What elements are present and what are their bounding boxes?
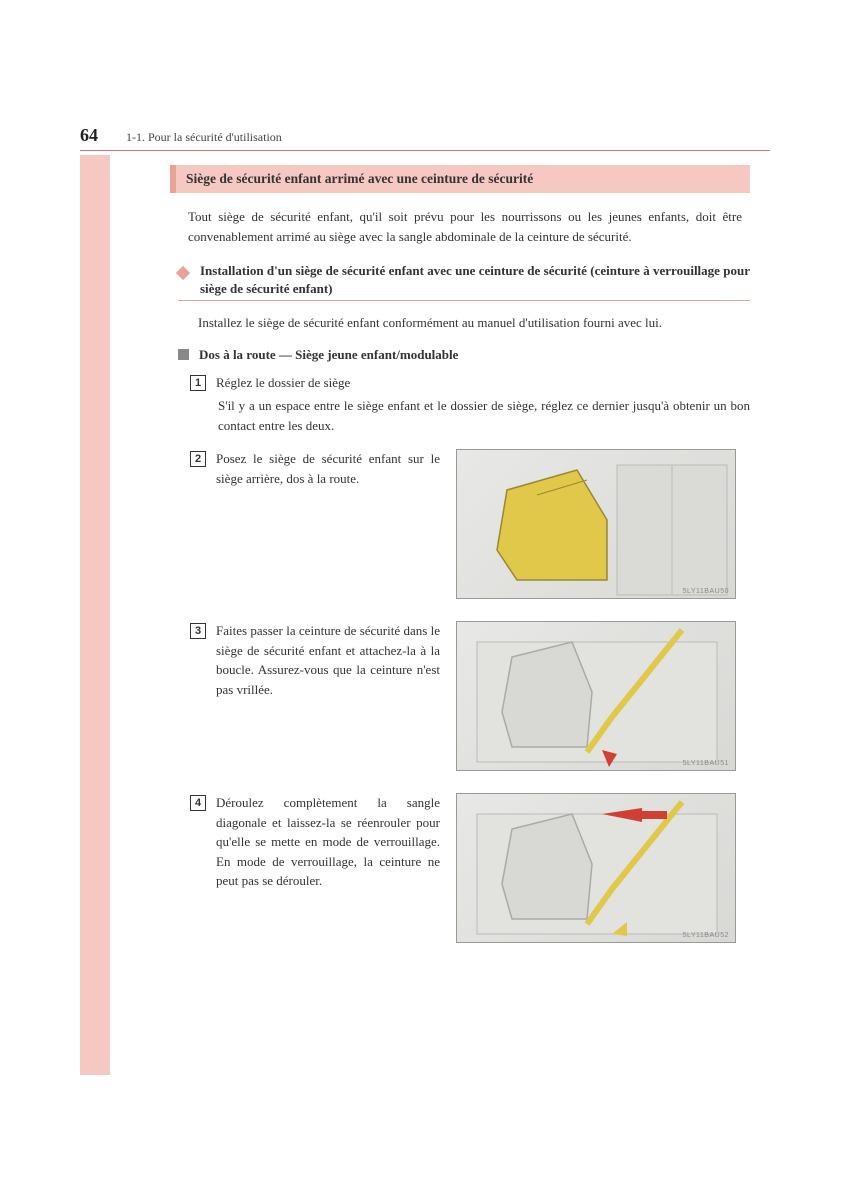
seat-diagram-icon (457, 450, 736, 599)
step-text: Déroulez complètement la sangle diagonal… (216, 793, 440, 891)
step-4: 4 Déroulez complètement la sangle diagon… (190, 793, 750, 943)
subsection-title: Installation d'un siège de sécurité enfa… (200, 262, 750, 298)
step-3: 3 Faites passer la ceinture de sécurité … (190, 621, 750, 771)
step-text: Réglez le dossier de siège (216, 373, 750, 393)
lock-diagram-icon (457, 794, 736, 943)
breadcrumb: 1-1. Pour la sécurité d'utilisation (126, 130, 282, 145)
step-number: 3 (190, 623, 206, 639)
illustration-seat-placement: 5LY11BAU50 (456, 449, 736, 599)
page-header: 64 1-1. Pour la sécurité d'utilisation (80, 125, 770, 151)
subsection-body: Installez le siège de sécurité enfant co… (198, 313, 742, 333)
step-number: 2 (190, 451, 206, 467)
square-bullet-icon (178, 349, 189, 360)
step-1-note: S'il y a un espace entre le siège enfant… (218, 396, 750, 435)
page-frame: 64 1-1. Pour la sécurité d'utilisation (80, 125, 770, 165)
sub2-title: Dos à la route — Siège jeune enfant/modu… (199, 347, 458, 363)
subsection-underline (178, 300, 750, 301)
step-text: Posez le siège de sécurité enfant sur le… (216, 449, 440, 488)
intro-paragraph: Tout siège de sécurité enfant, qu'il soi… (188, 207, 742, 246)
image-code: 5LY11BAU51 (683, 760, 729, 767)
illustration-belt-lock: 5LY11BAU52 (456, 793, 736, 943)
image-code: 5LY11BAU52 (683, 932, 729, 939)
step-1: 1 Réglez le dossier de siège (190, 373, 750, 393)
image-code: 5LY11BAU50 (683, 588, 729, 595)
page-number: 64 (80, 125, 98, 146)
illustration-belt-attach: 5LY11BAU51 (456, 621, 736, 771)
subsection-heading: Installation d'un siège de sécurité enfa… (178, 262, 750, 298)
step-text: Faites passer la ceinture de sécurité da… (216, 621, 440, 699)
content-area: Siège de sécurité enfant arrimé avec une… (170, 165, 750, 943)
section-title: Siège de sécurité enfant arrimé avec une… (170, 165, 750, 193)
step-number: 4 (190, 795, 206, 811)
sub2-heading: Dos à la route — Siège jeune enfant/modu… (178, 347, 750, 363)
belt-diagram-icon (457, 622, 736, 771)
diamond-bullet-icon (176, 266, 190, 280)
step-2: 2 Posez le siège de sécurité enfant sur … (190, 449, 750, 599)
step-number: 1 (190, 375, 206, 391)
